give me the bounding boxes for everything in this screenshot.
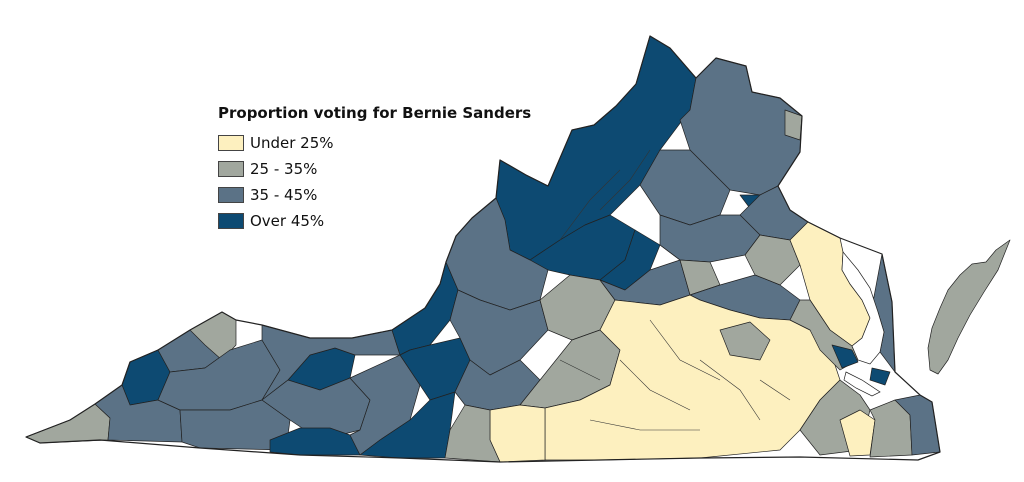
legend-swatch — [218, 187, 244, 203]
chesapeake-bay — [841, 251, 885, 365]
county-region — [489, 404, 546, 463]
legend-label: Over 45% — [250, 212, 325, 230]
legend-swatch — [218, 213, 244, 229]
county-boundary — [759, 379, 791, 401]
county-boundary — [559, 359, 601, 381]
county-region — [869, 367, 891, 386]
legend-label: 35 - 45% — [250, 186, 318, 204]
state-outline — [25, 35, 941, 463]
legend-label: 25 - 35% — [250, 160, 318, 178]
map-legend: Proportion voting for Bernie Sanders Und… — [218, 104, 531, 234]
eastern-shore — [927, 239, 1011, 375]
river-inlet — [843, 371, 881, 397]
county-boundary — [589, 419, 700, 431]
legend-item-35-45: 35 - 45% — [218, 182, 531, 208]
legend-title: Proportion voting for Bernie Sanders — [218, 104, 532, 122]
county-boundary — [559, 169, 621, 241]
county-boundary — [699, 359, 761, 421]
county-region — [831, 344, 859, 369]
county-boundary — [649, 319, 721, 381]
county-region — [784, 109, 803, 141]
legend-item-25-35: 25 - 35% — [218, 156, 531, 182]
legend-item-over-45: Over 45% — [218, 208, 531, 234]
county-boundary — [599, 149, 651, 211]
county-region — [719, 321, 771, 361]
legend-item-under-25: Under 25% — [218, 130, 531, 156]
legend-swatch — [218, 135, 244, 151]
legend-swatch — [218, 161, 244, 177]
legend-label: Under 25% — [250, 134, 334, 152]
county-boundary — [619, 359, 691, 411]
county-region — [25, 403, 111, 444]
